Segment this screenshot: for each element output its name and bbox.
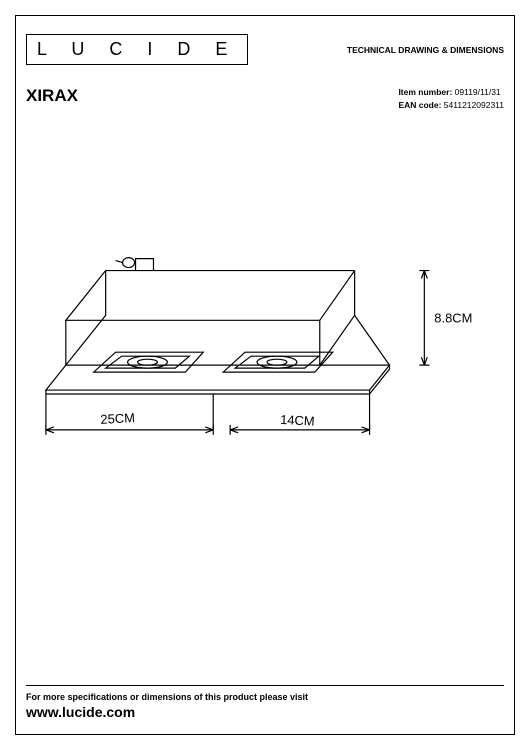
header-row: L U C I D E TECHNICAL DRAWING & DIMENSIO… (26, 34, 504, 65)
footer: For more specifications or dimensions of… (26, 685, 504, 720)
brand-text: L U C I D E (37, 39, 237, 60)
item-number-row: Item number: 09119/11/31 (398, 86, 504, 99)
drawing-svg: 8.8CM 25CM 14CM (26, 136, 504, 664)
title-row: XIRAX Item number: 09119/11/31 EAN code:… (26, 86, 504, 112)
footer-url: www.lucide.com (26, 704, 504, 720)
item-number-value: 09119/11/31 (455, 87, 501, 97)
ean-label: EAN code: (398, 100, 441, 110)
technical-drawing: 8.8CM 25CM 14CM (26, 136, 504, 664)
header-caption: TECHNICAL DRAWING & DIMENSIONS (347, 45, 504, 55)
product-name: XIRAX (26, 86, 78, 106)
dim-height-label: 8.8CM (434, 310, 472, 325)
dim-width-label: 14CM (280, 412, 315, 429)
page-frame: L U C I D E TECHNICAL DRAWING & DIMENSIO… (15, 15, 515, 735)
footer-text: For more specifications or dimensions of… (26, 692, 504, 702)
ean-row: EAN code: 5411212092311 (398, 99, 504, 112)
item-info: Item number: 09119/11/31 EAN code: 54112… (398, 86, 504, 112)
brand-logo: L U C I D E (26, 34, 248, 65)
ean-value: 5411212092311 (444, 100, 504, 110)
dim-depth-label: 25CM (100, 410, 135, 427)
item-number-label: Item number: (398, 87, 452, 97)
